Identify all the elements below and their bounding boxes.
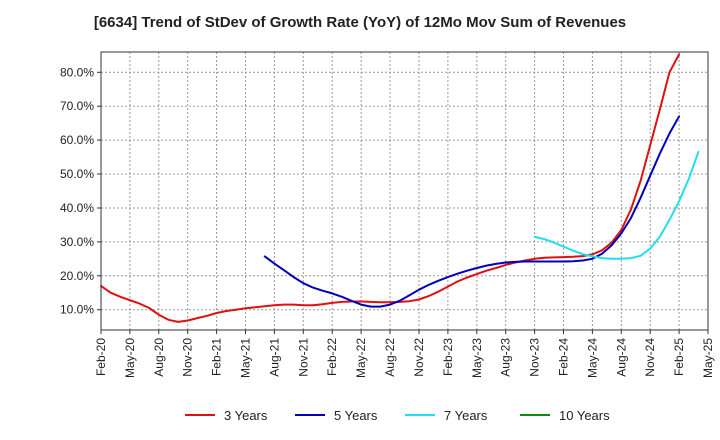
x-tick-label: Nov-20 (181, 338, 195, 377)
x-axis: Feb-20 May-20 Aug-20 Nov-20 Feb-21 May-21 Aug-… (94, 330, 715, 378)
series-line-7-years (533, 151, 700, 260)
x-tick-label: Feb-20 (94, 338, 108, 376)
legend: 3 Years 5 Years 7 Years 10 Years (185, 408, 610, 423)
y-axis: 10.0% 20.0% 30.0% 40.0% 50.0% 60.0% 70.0% 80.0% (60, 65, 101, 317)
x-tick-label: Feb-25 (672, 338, 686, 376)
x-tick-label: Nov-21 (296, 338, 310, 377)
grid (101, 52, 708, 330)
x-tick-label: Feb-23 (441, 338, 455, 376)
x-tick-label: Aug-24 (614, 338, 628, 377)
y-tick-label: 10.0% (60, 303, 94, 317)
y-tick-label: 30.0% (60, 235, 94, 249)
x-tick-label: Aug-22 (383, 338, 397, 377)
chart-title: [6634] Trend of StDev of Growth Rate (Yo… (93, 14, 627, 31)
y-tick-label: 40.0% (60, 201, 94, 215)
y-tick-label: 70.0% (60, 99, 94, 113)
legend-label: 5 Years (334, 408, 378, 423)
series-line-5-years (263, 115, 681, 308)
x-tick-label: Feb-22 (325, 338, 339, 376)
plot-area (101, 52, 708, 330)
x-tick-label: May-23 (470, 338, 484, 378)
legend-label: 7 Years (444, 408, 488, 423)
x-tick-label: Aug-20 (152, 338, 166, 377)
series-line-3-years (100, 53, 681, 323)
x-tick-label: Nov-24 (643, 338, 657, 377)
x-tick-label: Feb-24 (557, 338, 571, 376)
x-tick-label: May-24 (585, 338, 599, 378)
legend-label: 3 Years (224, 408, 268, 423)
x-tick-label: Nov-22 (412, 338, 426, 377)
x-tick-label: Nov-23 (528, 338, 542, 377)
x-tick-label: Feb-21 (210, 338, 224, 376)
plot-frame (100, 51, 709, 331)
y-tick-label: 60.0% (60, 133, 94, 147)
series-layer (100, 53, 700, 323)
x-tick-label: May-21 (239, 338, 253, 378)
x-tick-label: May-22 (354, 338, 368, 378)
legend-label: 10 Years (559, 408, 610, 423)
x-tick-label: May-25 (701, 338, 715, 378)
y-tick-label: 20.0% (60, 269, 94, 283)
x-tick-label: Aug-23 (499, 338, 513, 377)
x-tick-label: Aug-21 (267, 338, 281, 377)
y-tick-label: 50.0% (60, 167, 94, 181)
x-tick-label: May-20 (123, 338, 137, 378)
y-tick-label: 80.0% (60, 65, 94, 79)
